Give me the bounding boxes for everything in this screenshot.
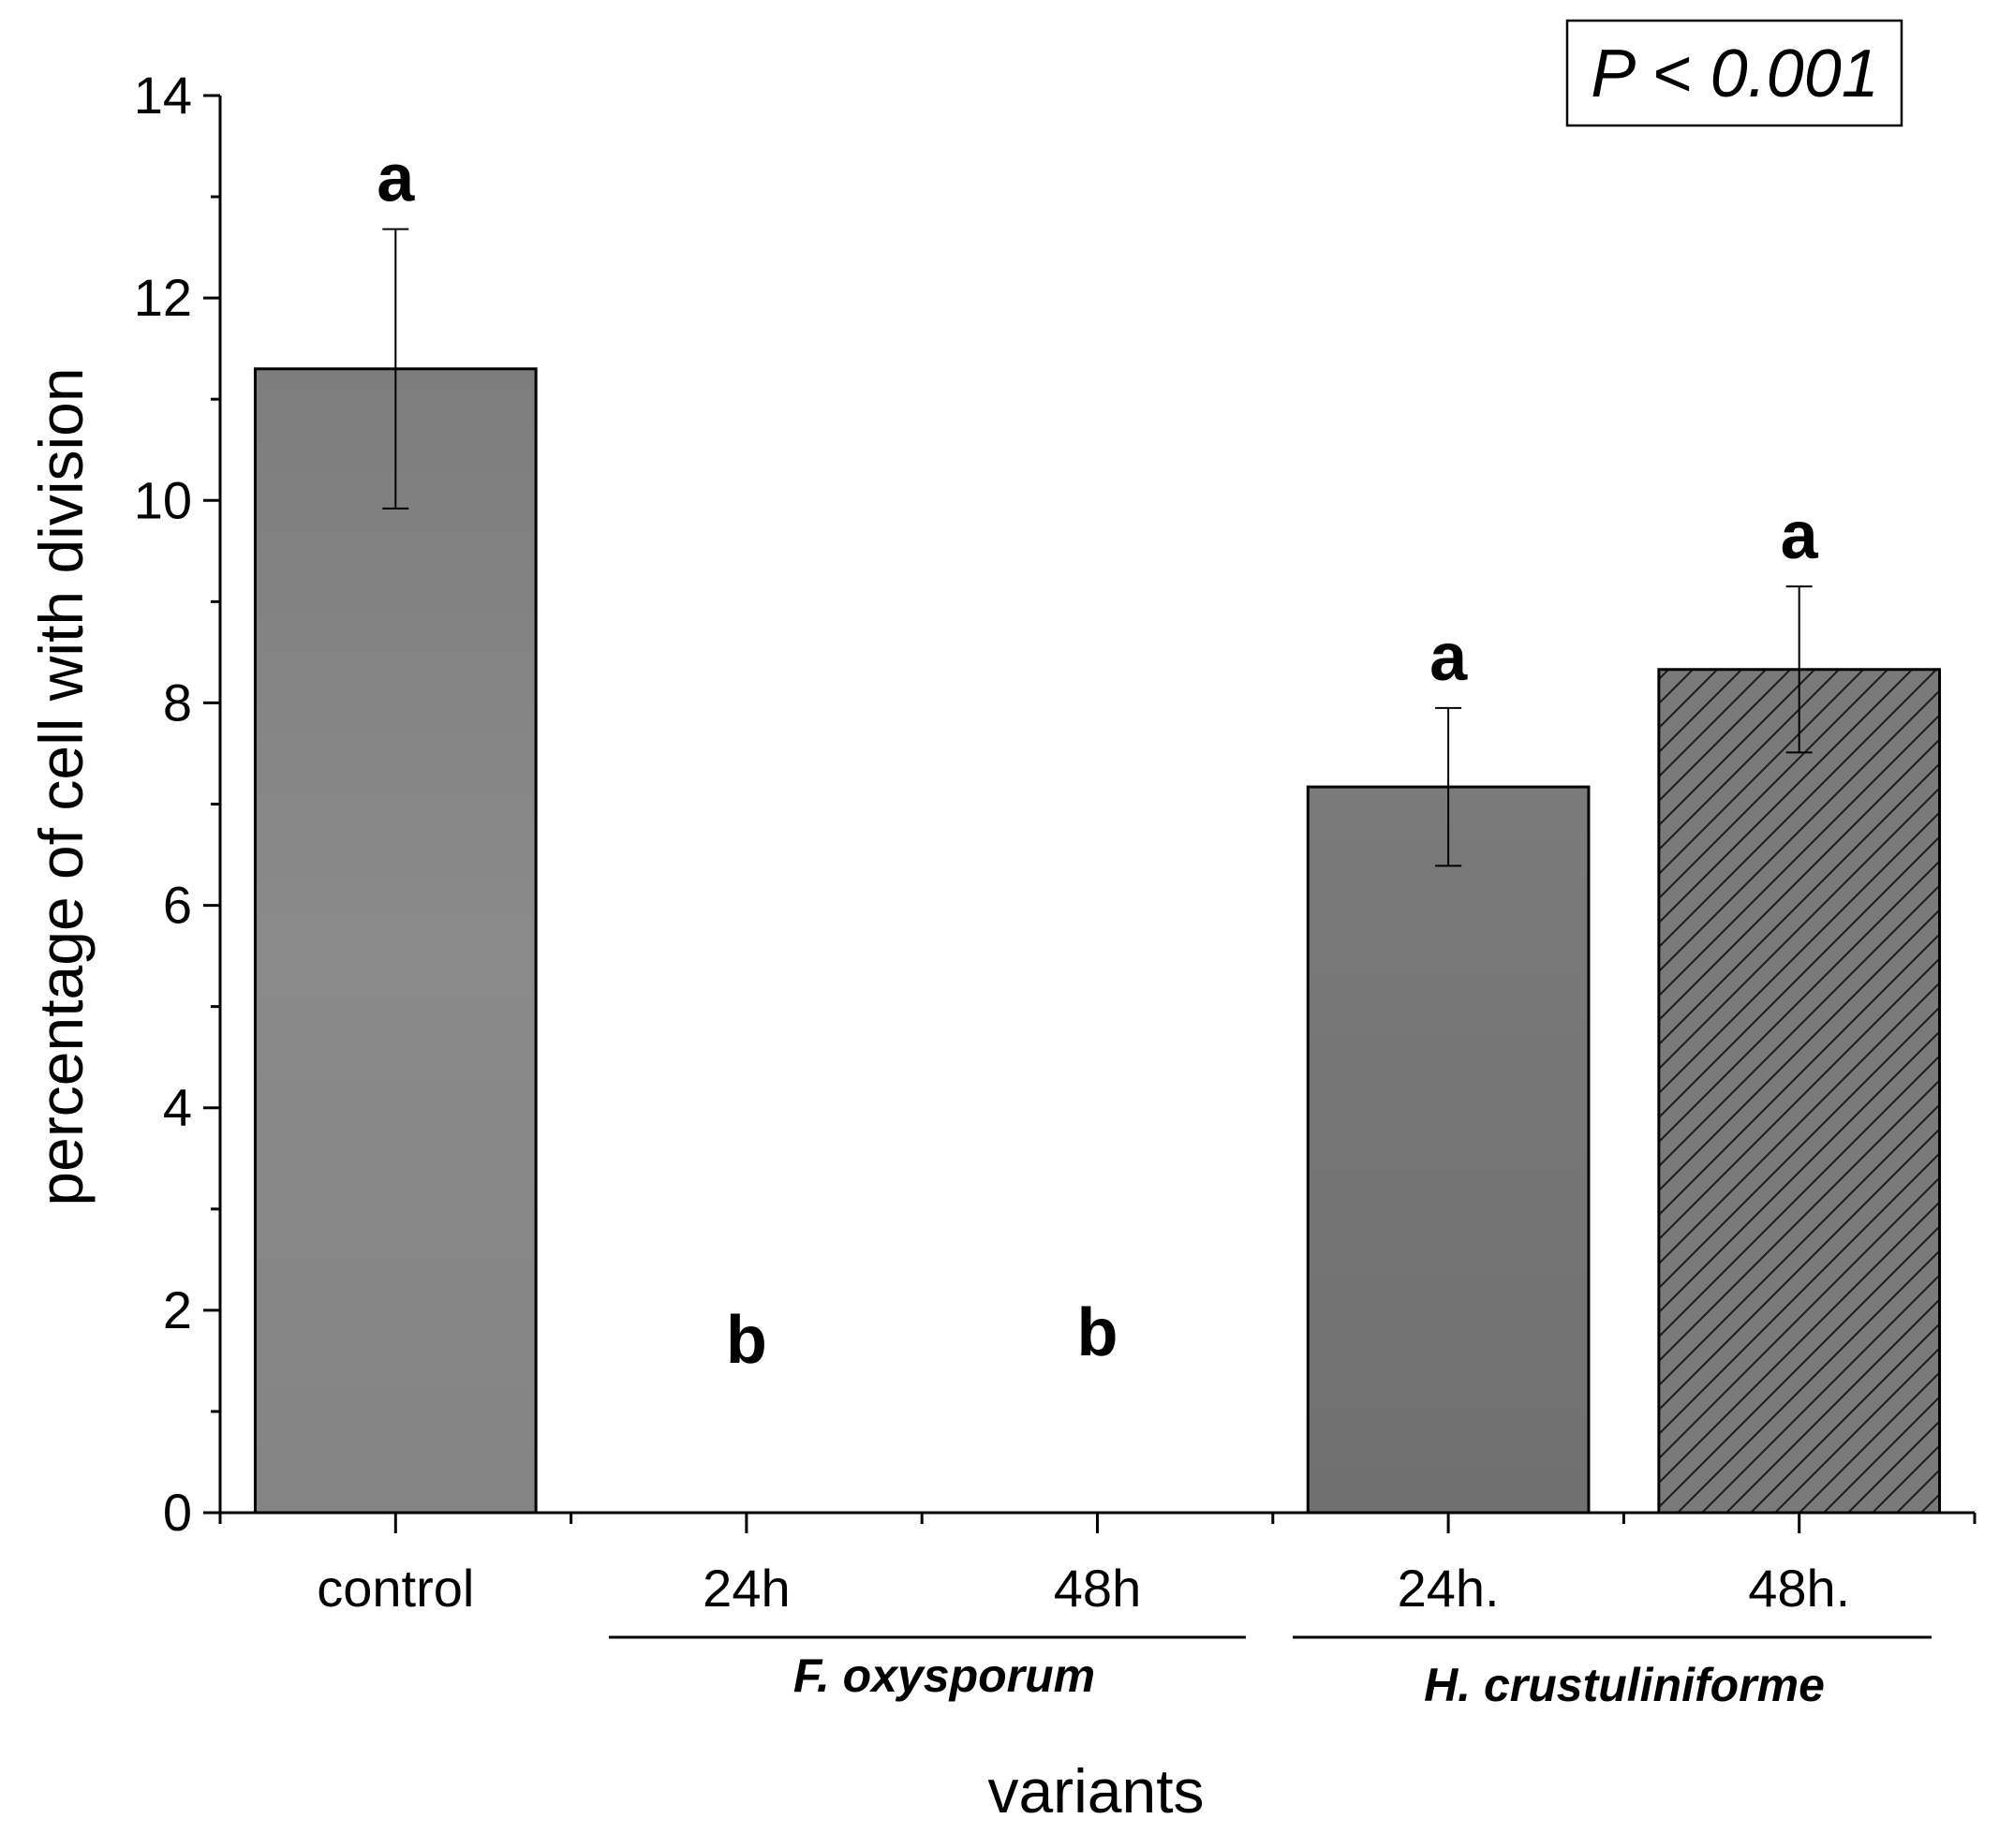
bar-control [253,367,538,1515]
y-tick-label-12: 12 [134,268,192,327]
y-tick-label-10: 10 [134,470,192,529]
error-bars-layer [382,228,1813,867]
x-tick-label-24h: 24h [703,1559,790,1618]
significance-letter-24h: b [726,1303,767,1378]
group-label-h-crustuliniforme: H. crustuliniforme [1424,1659,1825,1711]
x-ticks-layer: control 24h 48h 24h. 48h. [218,1513,1977,1618]
x-tick-label-48h.: 48h. [1748,1559,1850,1618]
y-tick-label-8: 8 [163,673,192,732]
y-tick-label-14: 14 [134,66,192,125]
bar-24h. [1306,785,1591,1515]
p-value-box [1565,19,1903,127]
y-tick-label-6: 6 [163,876,192,935]
y-ticks-layer: 0 2 4 6 8 10 12 14 [134,66,220,1542]
group-label-f-oxysporum: F. oxysporum [793,1649,1095,1702]
significance-letter-24h.: a [1429,620,1468,695]
x-tick-label-24h.: 24h. [1398,1559,1500,1618]
significance-letter-control: a [377,141,415,216]
p-value-annotation: P < 0.001 [1591,37,1879,111]
x-axis-title: variants [987,1756,1204,1826]
significance-letters-layer: a b b a a [377,141,1818,1378]
significance-letter-48h: b [1077,1295,1118,1370]
x-tick-label-control: control [317,1559,474,1618]
y-tick-label-4: 4 [163,1078,192,1137]
y-tick-label-0: 0 [163,1483,192,1542]
bar-48h. [1657,668,1942,1515]
x-tick-label-48h: 48h [1054,1559,1141,1618]
y-axis-title: percentage of cell with division [26,367,96,1205]
significance-letter-48h.: a [1781,498,1819,573]
y-tick-label-2: 2 [163,1280,192,1339]
